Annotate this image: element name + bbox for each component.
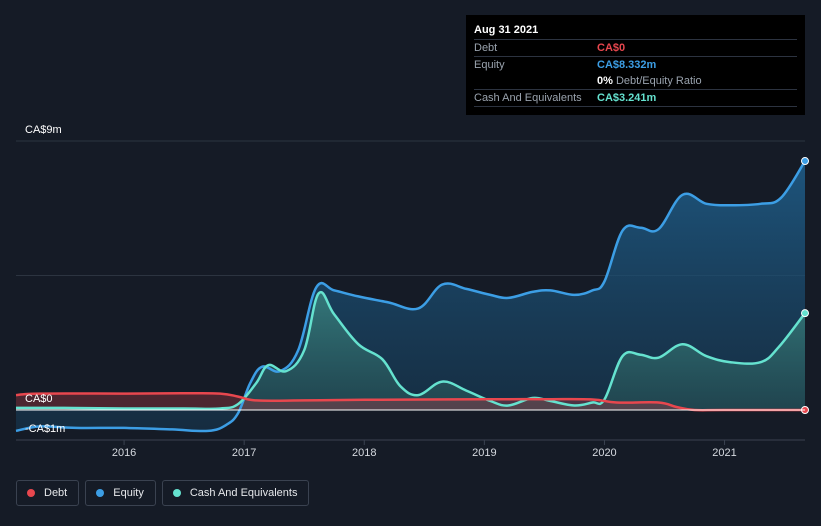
endpoint-cash-and-equivalents [801, 309, 809, 318]
tooltip: Aug 31 2021 Debt CA$0 Equity CA$8.332m 0… [466, 15, 805, 115]
x-tick-label-2017: 2017 [232, 447, 256, 459]
legend-dot-equity [96, 489, 105, 497]
endpoint-equity [801, 157, 809, 166]
area-debt [16, 393, 805, 411]
line-cash-and-equivalents [15, 290, 806, 411]
x-tick-label-2019: 2019 [472, 447, 496, 459]
area-equity [16, 161, 805, 432]
legend-item-debt[interactable]: Debt [16, 480, 80, 506]
y-label-0: CA$9m [25, 124, 62, 136]
line-debt [15, 391, 805, 412]
tooltip-row-ratio: 0% Debt/Equity Ratio [474, 73, 797, 89]
legend-item-cash[interactable]: Cash And Equivalents [161, 480, 310, 506]
tooltip-value-ratio: 0% Debt/Equity Ratio [597, 73, 702, 89]
legend-label-cash: Cash And Equivalents [189, 487, 298, 499]
y-label-1: CA$0 [25, 393, 53, 405]
ratio-value: 0% [597, 75, 613, 87]
axes: CA$9m CA$0 -CA$1m 2016 2017 2018 2019 2020 2021 [16, 124, 805, 459]
series-lines [15, 157, 809, 433]
tooltip-label-ratio [474, 73, 597, 89]
x-tick-label-2016: 2016 [112, 447, 136, 459]
tooltip-value-debt: CA$0 [597, 42, 626, 54]
ratio-label: Debt/Equity Ratio [615, 75, 702, 87]
legend-item-equity[interactable]: Equity [85, 480, 156, 506]
series-areas [16, 161, 805, 432]
legend-dot-debt [27, 489, 35, 497]
x-tick-label-2018: 2018 [352, 447, 376, 459]
y-label-2: -CA$1m [25, 423, 65, 435]
x-tick-label-2021: 2021 [712, 447, 736, 459]
legend-label-equity: Equity [113, 487, 144, 499]
x-tick-label-2020: 2020 [592, 447, 616, 459]
legend: Debt Equity Cash And Equivalents [16, 480, 310, 506]
tooltip-date: Aug 31 2021 [474, 24, 539, 36]
legend-label-debt: Debt [44, 487, 68, 499]
area-cash-and-equivalents [16, 292, 805, 410]
tooltip-row-debt: Debt CA$0 [474, 39, 797, 56]
line-equity [15, 160, 807, 433]
tooltip-row-equity: Equity CA$8.332m [474, 56, 797, 73]
tooltip-value-equity: CA$8.332m [597, 59, 657, 71]
tooltip-label-equity: Equity [474, 59, 505, 71]
legend-dot-cash [172, 489, 181, 497]
tooltip-label-cash: Cash And Equivalents [474, 92, 582, 104]
tooltip-label-debt: Debt [474, 42, 498, 54]
tooltip-row-cash: Cash And Equivalents CA$3.241m [474, 89, 797, 107]
tooltip-value-cash: CA$3.241m [597, 92, 657, 104]
